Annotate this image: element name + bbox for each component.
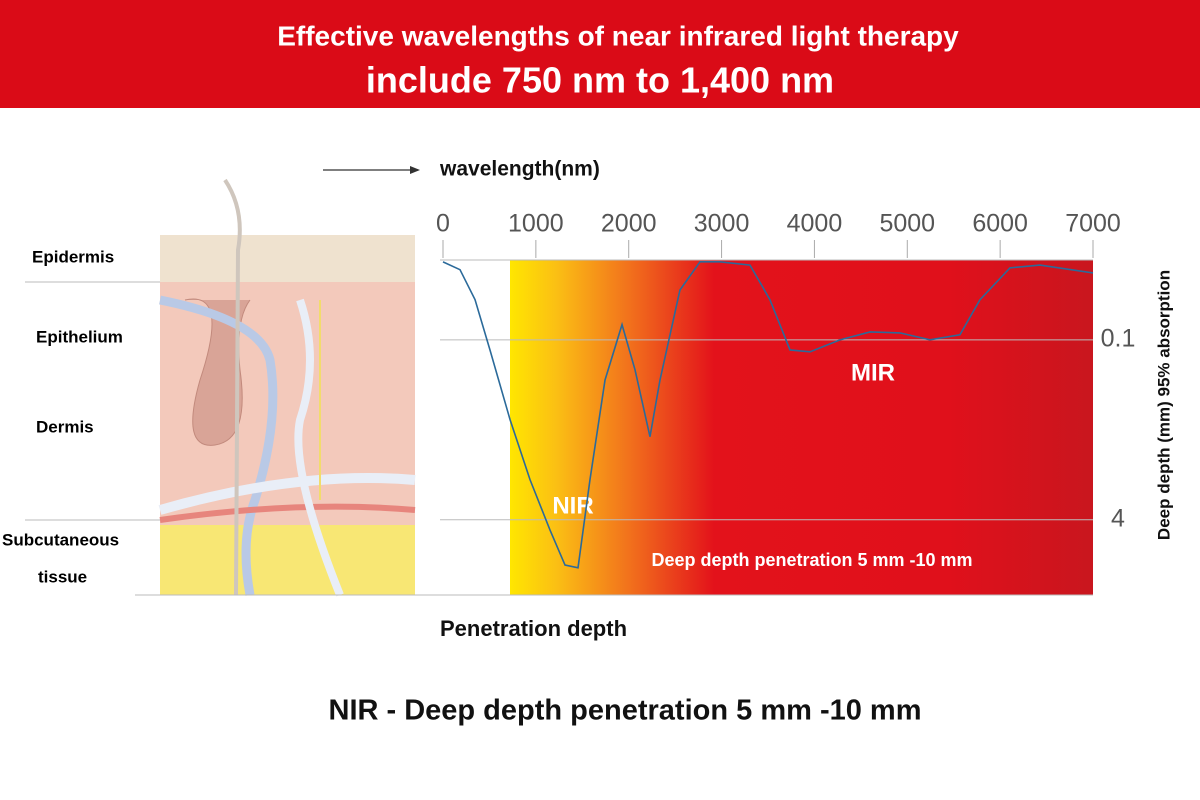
y-tick-label: 0.1 bbox=[1101, 324, 1136, 352]
caption: NIR - Deep depth penetration 5 mm -10 mm bbox=[329, 695, 922, 727]
annotation: Deep depth penetration 5 mm -10 mm bbox=[651, 550, 972, 570]
x-tick-label: 0 bbox=[436, 210, 450, 238]
skin-illustration bbox=[158, 178, 416, 597]
spectrum-band bbox=[510, 260, 1093, 595]
x-axis-title: wavelength(nm) bbox=[439, 158, 600, 181]
y-tick-label: 4 bbox=[1111, 504, 1125, 532]
skin-label: tissue bbox=[38, 567, 87, 586]
x-tick-label: 2000 bbox=[601, 210, 657, 238]
arrow-head bbox=[410, 166, 420, 174]
x-tick-label: 1000 bbox=[508, 210, 564, 238]
skin-label: Epithelium bbox=[36, 327, 123, 346]
skin-label: Subcutaneous bbox=[2, 530, 119, 549]
y-axis-title: Deep depth (mm) 95% absorption bbox=[1154, 270, 1173, 540]
annotation: MIR bbox=[851, 359, 895, 386]
title: Effective wavelengths of near infrared l… bbox=[277, 20, 959, 51]
subtitle: include 750 nm to 1,400 nm bbox=[366, 60, 834, 101]
x-tick-label: 3000 bbox=[694, 210, 750, 238]
x-tick-label: 7000 bbox=[1065, 210, 1121, 238]
bottom-axis-title: Penetration depth bbox=[440, 616, 627, 641]
skin-label: Dermis bbox=[36, 417, 94, 436]
x-tick-label: 4000 bbox=[787, 210, 843, 238]
header-band bbox=[0, 0, 1200, 108]
series-line bbox=[442, 261, 1094, 569]
skin-dividers bbox=[25, 281, 443, 596]
x-tick-label: 5000 bbox=[879, 210, 935, 238]
x-tick-label: 6000 bbox=[972, 210, 1028, 238]
skin-label: Epidermis bbox=[32, 247, 114, 266]
